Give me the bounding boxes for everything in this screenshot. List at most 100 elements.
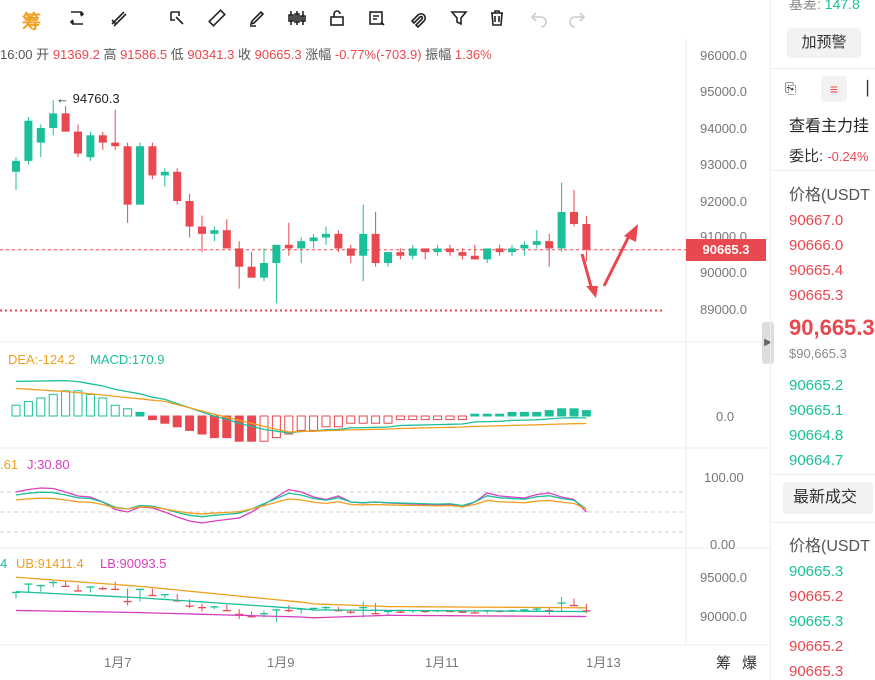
- mid-price-usd: $90,665.3: [789, 346, 847, 361]
- filter-icon[interactable]: [448, 8, 470, 30]
- candle-body: [557, 211, 566, 249]
- macd-bar: [544, 410, 554, 417]
- kdj-axis-tick: 100.00: [704, 470, 744, 485]
- candle-body: [495, 248, 504, 253]
- candle-body: [247, 266, 256, 278]
- ask-price[interactable]: 90665.4: [789, 262, 844, 279]
- kdj-j-line: [15, 487, 587, 524]
- kdj-axis-tick: 0.00: [710, 537, 736, 552]
- kdj-d-label: .61: [0, 457, 19, 472]
- macd-bar: [433, 415, 443, 421]
- macd-bar: [172, 415, 182, 428]
- candle-body: [570, 211, 578, 225]
- orderbook-mode-icon[interactable]: ≡: [821, 76, 847, 102]
- kdj-k-line: [15, 491, 587, 518]
- latest-trades-tab[interactable]: 最新成交: [783, 482, 873, 514]
- macd-bar: [234, 415, 244, 442]
- redo-icon[interactable]: [566, 8, 588, 30]
- forecast-arrow-down: [580, 253, 594, 291]
- chips-toggle[interactable]: 筹: [716, 655, 732, 672]
- ask-price[interactable]: 90667.0: [789, 212, 844, 229]
- candle-body: [222, 230, 231, 249]
- price-tick: 93000.0: [700, 157, 747, 172]
- boll-lb-label: LB:90093.5: [100, 556, 167, 571]
- macd-bar: [557, 408, 567, 417]
- orderbook-both-icon[interactable]: ⎘: [785, 80, 797, 96]
- trade-price: 90665.3: [789, 663, 844, 680]
- macd-pane: [11, 379, 591, 442]
- candle-body: [12, 160, 20, 172]
- dea-line: [15, 387, 587, 433]
- candle-body: [371, 233, 380, 264]
- macd-bar: [383, 415, 393, 424]
- macd-bar: [123, 408, 133, 417]
- measure-icon[interactable]: [108, 8, 130, 30]
- candle-body: [210, 230, 219, 234]
- forecast-arrow-up: [602, 233, 632, 287]
- price-tick: 92000.0: [700, 194, 747, 209]
- add-alert-button[interactable]: 加预警: [787, 28, 861, 58]
- macd-bar: [73, 390, 83, 417]
- boll-ub-line: [15, 576, 587, 609]
- orderbook-link[interactable]: 查看主力挂: [789, 118, 870, 135]
- bid-price[interactable]: 90665.1: [789, 402, 844, 419]
- cursor-icon[interactable]: [166, 8, 188, 30]
- orderbook-sidebar: 基差: 147.8 加预警 ⎘ ≡ ▏ 查看主力挂 委比: -0.24% 价格(…: [770, 0, 875, 680]
- brush-icon[interactable]: [246, 8, 268, 30]
- candle-body: [297, 241, 306, 249]
- boll-lb-line: [15, 609, 587, 619]
- liquidation-toggle[interactable]: 爆: [742, 655, 758, 672]
- trade-price: 90665.2: [789, 588, 844, 605]
- ruler-icon[interactable]: [206, 8, 228, 30]
- chip-distribution-button[interactable]: 筹: [22, 12, 42, 33]
- undo-icon[interactable]: [528, 8, 550, 30]
- candle-body: [421, 248, 430, 253]
- forecast-arrow-down-head: [586, 286, 598, 298]
- macd-bar: [445, 415, 455, 421]
- kdj-j-label: J:30.80: [27, 457, 70, 472]
- kdj-d-line: [15, 497, 587, 515]
- ask-price[interactable]: 90666.0: [789, 237, 844, 254]
- bid-price[interactable]: 90664.8: [789, 427, 844, 444]
- lock-icon[interactable]: [326, 8, 348, 30]
- macd-bar: [457, 415, 467, 421]
- candle-body: [458, 252, 467, 256]
- open-value: 91369.2: [52, 47, 100, 62]
- ohlc-info: 16:00 开 91369.2 高 91586.5 低 90341.3 收 90…: [0, 44, 492, 63]
- kline-chart[interactable]: [0, 38, 770, 680]
- price-tick: 90000.0: [700, 265, 747, 280]
- macd-bar: [495, 413, 505, 417]
- orderbook-mode-icon-2[interactable]: ▏: [867, 80, 875, 96]
- macd-bar: [581, 410, 591, 417]
- candle-body: [520, 244, 529, 249]
- candle-body: [508, 248, 516, 253]
- bid-price[interactable]: 90665.2: [789, 377, 844, 394]
- magnet-icon[interactable]: [408, 8, 430, 30]
- collapse-sidebar-handle[interactable]: ▶: [762, 322, 774, 364]
- ask-price[interactable]: 90665.3: [789, 287, 844, 304]
- time-tick: 1月11: [425, 655, 459, 670]
- macd-bar: [135, 411, 145, 417]
- candle-body: [582, 224, 591, 250]
- candle-body: [160, 171, 169, 176]
- boll-mb-line: [15, 591, 587, 613]
- low-label: 低: [170, 47, 184, 62]
- ratio-row: 委比: -0.24%: [789, 148, 869, 165]
- pattern-icon[interactable]: [286, 8, 308, 30]
- price-header: 价格(USDT: [789, 187, 870, 204]
- macd-bar: [209, 415, 219, 439]
- close-label: 收: [237, 47, 251, 62]
- macd-bar: [11, 404, 21, 417]
- candle-body: [433, 248, 442, 253]
- time-tick: 1月7: [104, 655, 132, 670]
- candle-body: [483, 248, 492, 260]
- trash-icon[interactable]: [486, 8, 508, 30]
- candle-body: [346, 248, 355, 256]
- note-icon[interactable]: [366, 8, 388, 30]
- candle-body: [396, 252, 405, 256]
- macd-bar: [61, 390, 71, 417]
- candle-body: [384, 252, 392, 264]
- macd-bar: [507, 411, 517, 417]
- refresh-icon[interactable]: [66, 8, 88, 30]
- bid-price[interactable]: 90664.7: [789, 452, 844, 469]
